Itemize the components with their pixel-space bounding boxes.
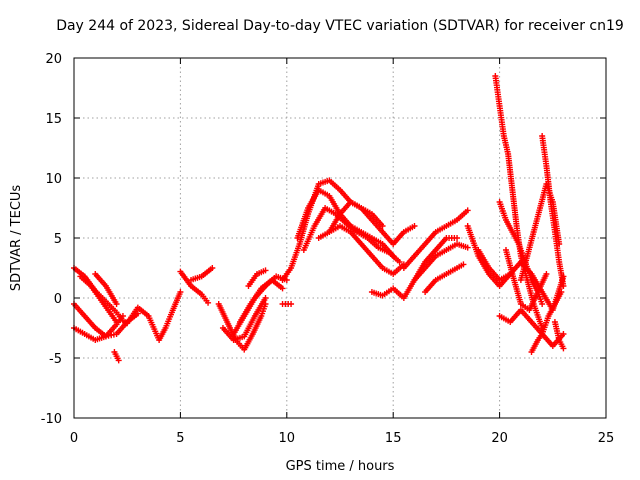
y-tick-label: 0 [54,292,62,307]
track-3-point [119,313,126,319]
track-27-point [539,301,546,307]
track-4-point [113,319,120,325]
track-33-point [560,345,567,352]
grid-lines [74,58,606,418]
x-tick-label: 20 [491,431,508,446]
track-32-point [558,289,565,295]
track-15-point [379,223,386,229]
y-axis-title: SDTVAR / TECUs [9,185,24,292]
y-tick-label: 5 [54,232,62,247]
track-8-point [209,265,216,271]
data-points [71,73,567,364]
track-14-point [288,301,295,307]
track-22-point [464,244,471,251]
track-10-point [262,295,269,301]
track-6-point [113,301,120,307]
track-2-point [134,310,141,317]
x-tick-label: 0 [70,431,78,446]
y-tick-label: -5 [49,352,62,367]
chart-title: Day 244 of 2023, Sidereal Day-to-day VTE… [56,18,624,34]
track-13-point [262,267,269,274]
y-tick-label: 20 [45,52,62,67]
x-tick-label: 25 [598,431,615,446]
track-1-point [177,289,184,295]
x-tick-label: 15 [385,431,402,446]
track-12-point [279,285,286,292]
track-17-point [396,259,403,265]
track-20-point [454,235,461,241]
x-tick-label: 10 [279,431,296,446]
x-tick-label: 5 [176,431,184,446]
track-31-point [560,283,567,289]
y-tick-label: 10 [45,172,62,187]
track-23-point [460,261,467,268]
track-21-point [464,207,471,214]
y-tick-label: -10 [41,412,62,427]
track-7-point [205,299,212,306]
track-5-point [115,357,122,364]
track-18-point [411,223,418,229]
axis-ticks: 0 5 10 15 20 25 -10 -5 0 5 10 15 20 [41,52,615,446]
track-29-point [543,271,550,277]
x-axis-title: GPS time / hours [286,459,395,474]
track-28-point [560,331,567,337]
y-tick-label: 15 [45,112,62,127]
